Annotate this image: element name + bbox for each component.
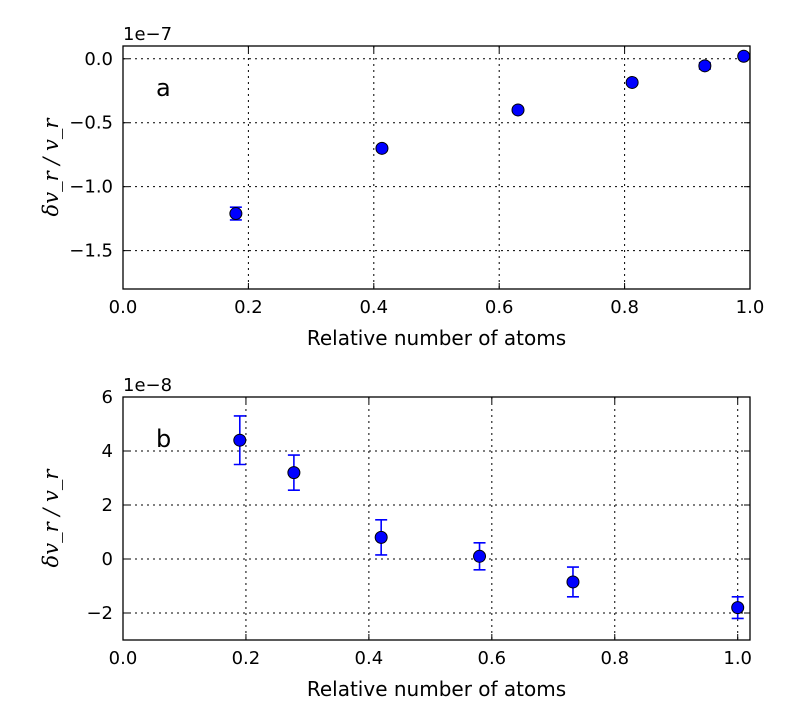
data-point — [566, 575, 580, 589]
panel-a-frame — [122, 45, 751, 290]
x-tick-label: 1.0 — [723, 648, 752, 669]
data-point — [737, 49, 751, 63]
panel-b-data — [233, 415, 745, 620]
x-tick-label: 0.2 — [234, 297, 263, 318]
data-point — [233, 433, 247, 447]
x-tick-label: 0.8 — [600, 648, 629, 669]
x-tick-label: 0.6 — [478, 648, 507, 669]
panel-a-xlabel: Relative number of atoms — [307, 326, 566, 350]
panel-a-gridlines — [122, 46, 751, 289]
y-tick-label: −2 — [86, 603, 113, 624]
panel-b: 0.0 0.2 0.4 0.6 0.8 1.0 6 4 2 0 −2 1e−8 b Relative… — [39, 375, 752, 701]
panel-b-ylabel: δv_r / v_r — [39, 468, 63, 568]
y-tick-label: 4 — [102, 441, 113, 462]
panel-a: 0.0 0.2 0.4 0.6 0.8 1.0 0.0 −0.5 −1.0 −1.5 1e−7 a… — [39, 24, 764, 350]
data-point — [511, 103, 525, 117]
y-tick-label: 0 — [102, 549, 113, 570]
y-tick-label: −1.0 — [69, 177, 113, 198]
y-tick-label: −1.5 — [69, 241, 113, 262]
y-tick-label: 6 — [102, 387, 113, 408]
panel-a-exponent: 1e−7 — [123, 24, 172, 45]
data-point — [731, 601, 745, 615]
panel-b-tag: b — [156, 425, 171, 453]
y-tick-label: 0.0 — [84, 49, 113, 70]
y-tick-label: −0.5 — [69, 113, 113, 134]
x-tick-label: 0.2 — [232, 648, 261, 669]
data-point — [625, 75, 639, 89]
panel-b-xlabel: Relative number of atoms — [307, 677, 566, 701]
x-tick-label: 0.0 — [109, 648, 138, 669]
x-tick-label: 0.4 — [359, 297, 388, 318]
panel-a-ticks: 0.0 0.2 0.4 0.6 0.8 1.0 0.0 −0.5 −1.0 −1.5 — [69, 46, 764, 318]
x-tick-label: 0.8 — [610, 297, 639, 318]
panel-b-frame — [122, 396, 751, 641]
panel-a-data — [229, 49, 751, 221]
y-tick-label: 2 — [102, 495, 113, 516]
data-point — [698, 59, 712, 73]
panel-b-exponent: 1e−8 — [123, 375, 172, 396]
panel-a-ylabel: δv_r / v_r — [39, 117, 63, 217]
data-point — [374, 530, 388, 544]
panel-b-gridlines — [122, 396, 750, 640]
panel-a-tag: a — [156, 74, 171, 102]
x-tick-label: 0.0 — [109, 297, 138, 318]
data-point — [229, 207, 243, 221]
data-point — [473, 549, 487, 563]
x-tick-label: 0.4 — [355, 648, 384, 669]
data-point — [375, 141, 389, 155]
panel-b-ticks: 0.0 0.2 0.4 0.6 0.8 1.0 6 4 2 0 −2 — [86, 387, 752, 669]
x-tick-label: 1.0 — [736, 297, 765, 318]
x-tick-label: 0.6 — [485, 297, 514, 318]
data-point — [287, 466, 301, 480]
